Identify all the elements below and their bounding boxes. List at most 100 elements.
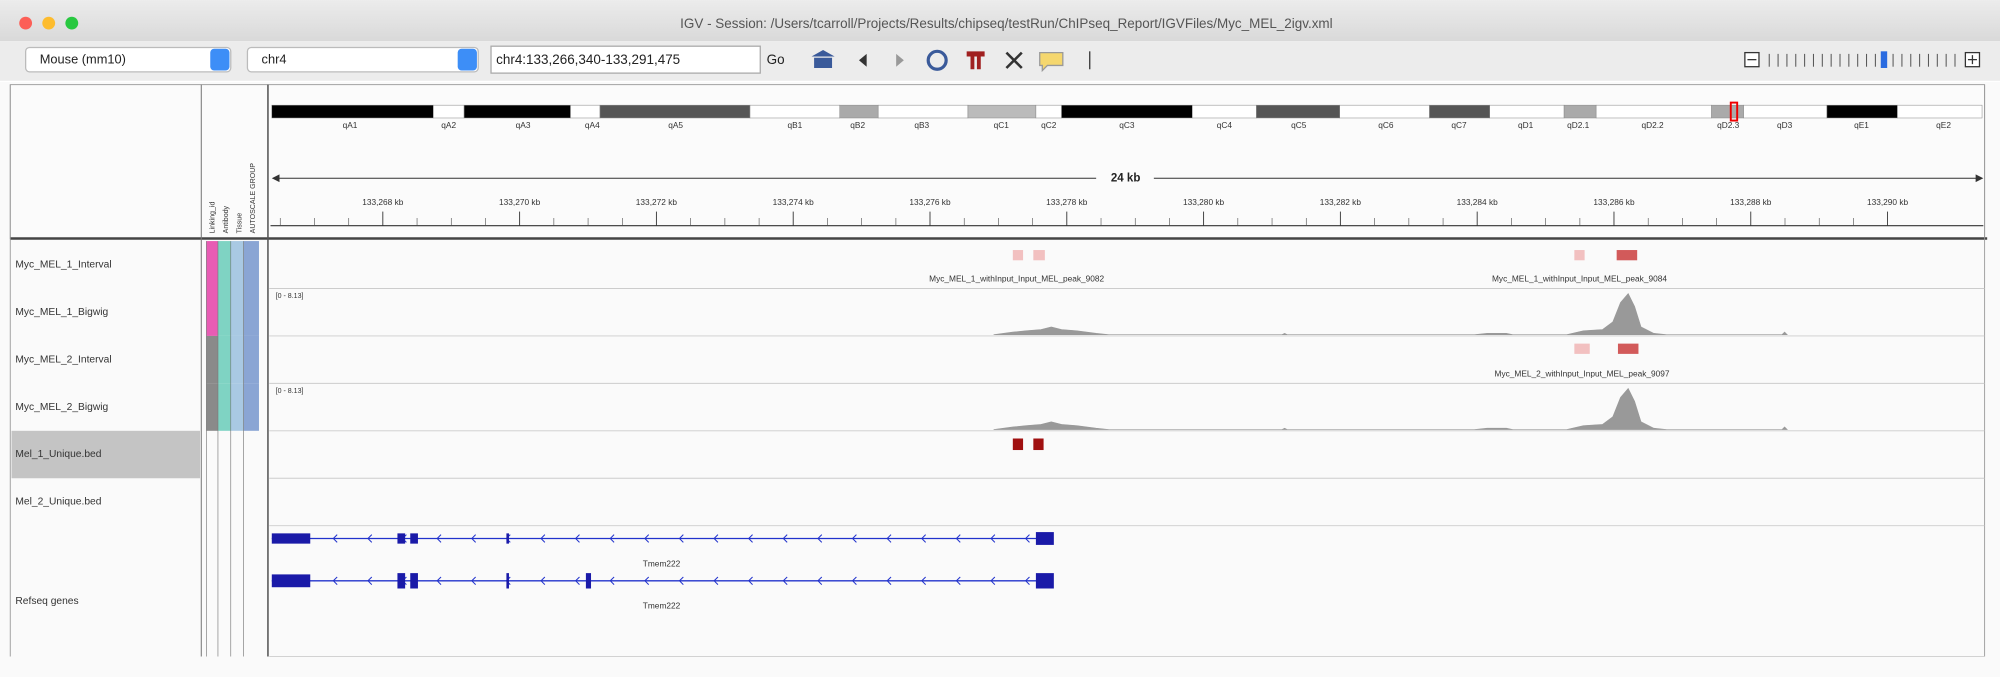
- strand-arrow: [851, 576, 857, 586]
- interval-feature: [1012, 250, 1024, 261]
- go-button[interactable]: Go: [767, 52, 785, 67]
- feature-label: Myc_MEL_1_withInput_Input_MEL_peak_9084: [1492, 274, 1667, 284]
- roi-icon[interactable]: [966, 51, 985, 70]
- strand-arrow: [644, 534, 650, 543]
- close-button[interactable]: [19, 16, 33, 30]
- band-label: qD2.3: [1717, 120, 1740, 130]
- ideogram-band: [1826, 104, 1898, 119]
- strand-arrow: [436, 534, 442, 543]
- popup-icon[interactable]: [1039, 51, 1064, 73]
- exon: [1035, 573, 1054, 589]
- attribute-header: Linking_id: [210, 202, 217, 234]
- interval-feature: [1033, 250, 1045, 261]
- band-label: qE2: [1936, 120, 1951, 130]
- feature-label: Myc_MEL_2_withInput_Input_MEL_peak_9097: [1495, 369, 1670, 379]
- attribute-cell: [206, 335, 218, 384]
- dropdown-box: [25, 46, 232, 73]
- band-label: qD3: [1777, 120, 1793, 130]
- zoom-button[interactable]: [65, 16, 79, 30]
- strand-arrow: [367, 534, 373, 543]
- gene-label: Tmem222: [643, 601, 681, 611]
- ideogram-band: [1489, 104, 1565, 119]
- ruler-tick-label: 133,286 kb: [1593, 197, 1635, 207]
- attribute-cell: [243, 383, 259, 431]
- strand-arrow: [747, 534, 753, 543]
- ruler-tick-label: 133,276 kb: [909, 197, 951, 207]
- minimize-button[interactable]: [42, 16, 56, 30]
- attribute-cell: [230, 335, 244, 384]
- strand-arrow: [1024, 576, 1030, 586]
- strand-arrow: [713, 534, 719, 543]
- band-label: qA5: [668, 120, 683, 130]
- strand-arrow: [955, 534, 961, 543]
- exon: [397, 573, 406, 589]
- exon: [271, 574, 311, 588]
- coverage: [993, 293, 1788, 335]
- ruler-tick-label: 133,288 kb: [1730, 197, 1772, 207]
- attribute-cell: [217, 383, 231, 431]
- data-range: [0 - 8.13]: [276, 293, 304, 300]
- home-icon[interactable]: [811, 50, 835, 68]
- locus-text: chr4:133,266,340-133,291,475: [496, 52, 680, 67]
- strand-arrow: [990, 576, 996, 586]
- zoom-thumb: [1880, 51, 1888, 68]
- toolbar-icons: [811, 49, 1091, 73]
- zoom-widget[interactable]: [1744, 51, 1981, 68]
- strand-arrow: [436, 576, 442, 586]
- attribute-headers: Linking_id Antibody Tissue AUTOSCALE GROUP: [210, 163, 257, 234]
- attribute-header: AUTOSCALE GROUP: [250, 163, 257, 234]
- strand-arrow: [886, 576, 892, 586]
- strand-arrow: [574, 534, 580, 543]
- ideogram-band: [599, 104, 751, 119]
- ideogram-band: [1595, 104, 1712, 119]
- band-label: qC2: [1041, 120, 1057, 130]
- locus-box[interactable]: [490, 45, 761, 74]
- track-name: Myc_MEL_1_Bigwig: [15, 307, 108, 318]
- resize-icon[interactable]: [1005, 51, 1023, 69]
- strand-arrow: [678, 534, 684, 543]
- strand-arrow: [332, 576, 338, 586]
- exon: [585, 573, 592, 589]
- attribute-cell: [230, 288, 244, 336]
- chromosome-value: chr4: [262, 52, 287, 67]
- band-label: qC1: [994, 120, 1010, 130]
- ideogram: qA1 qA2 qA3 qA4 qA5 qB1 qB2 qB3 qC1 qC2 qC3 qC4 qC5 q…: [271, 104, 1983, 130]
- band-label: qB2: [850, 120, 865, 130]
- attribute-header: Tissue: [237, 213, 244, 234]
- strand-arrow: [851, 534, 857, 543]
- attribute-cell: [243, 241, 259, 289]
- data-range: [0 - 8.13]: [276, 388, 304, 395]
- ruler-tick-label: 133,284 kb: [1457, 197, 1499, 207]
- forward-icon[interactable]: [896, 53, 904, 67]
- attribute-cell: [230, 383, 244, 431]
- dropdown-box: [246, 46, 479, 73]
- strand-arrow: [609, 534, 615, 543]
- track-name: Refseq genes: [15, 596, 78, 607]
- genome-dropdown[interactable]: Mouse (mm10): [25, 46, 232, 73]
- strand-arrow: [747, 576, 753, 586]
- strand-arrow: [817, 534, 823, 543]
- track-name: Myc_MEL_1_Interval: [15, 259, 111, 270]
- band-label: qE1: [1854, 120, 1869, 130]
- coverage: [993, 387, 1788, 430]
- strand-arrow: [609, 576, 615, 586]
- band-label: qC7: [1451, 120, 1467, 130]
- strand-arrow: [678, 576, 684, 586]
- back-icon[interactable]: [858, 53, 867, 67]
- refresh-icon[interactable]: [926, 49, 948, 71]
- interval-feature: [1574, 250, 1585, 261]
- ruler-tick-label: 133,290 kb: [1867, 197, 1909, 207]
- band-label: qC3: [1119, 120, 1135, 130]
- strand-arrow: [540, 534, 546, 543]
- track-name: Myc_MEL_2_Interval: [15, 354, 111, 365]
- band-label: qD2.1: [1567, 120, 1590, 130]
- strand-arrow: [332, 534, 338, 543]
- chromosome-dropdown[interactable]: chr4: [246, 46, 479, 73]
- ideogram-band: [1897, 104, 1983, 119]
- dropdown-stepper: [457, 48, 477, 71]
- ideogram-band: [749, 104, 840, 119]
- interval-feature: [1617, 343, 1639, 354]
- ruler-tick-label: 133,272 kb: [636, 197, 678, 207]
- band-label: qA2: [441, 120, 456, 130]
- ruler-tick-label: 133,268 kb: [362, 197, 404, 207]
